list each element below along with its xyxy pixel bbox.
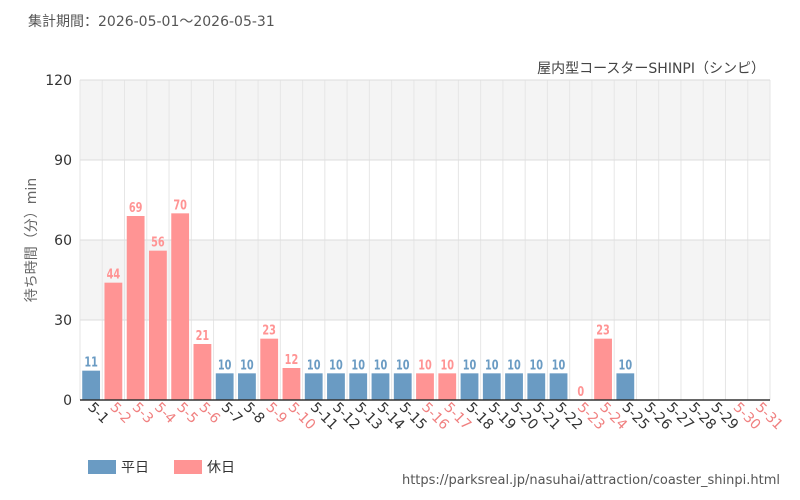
- x-tick-label: 5-2: [107, 400, 134, 427]
- bar: [171, 213, 190, 400]
- data-label: 10: [240, 357, 254, 373]
- bar: [416, 373, 434, 400]
- x-tick-label: 5-9: [262, 400, 289, 427]
- plot-band: [80, 160, 770, 240]
- data-label: 70: [173, 197, 187, 213]
- x-tick-label: 5-5: [173, 400, 200, 427]
- data-label: 12: [285, 352, 299, 368]
- legend-holiday: 休日: [174, 457, 235, 477]
- data-label: 10: [418, 357, 432, 373]
- data-label: 10: [218, 357, 232, 373]
- data-label: 69: [129, 200, 143, 216]
- bar: [482, 373, 501, 400]
- x-tick-label: 5-1: [84, 400, 111, 427]
- data-label: 10: [485, 357, 499, 373]
- bar: [193, 344, 212, 400]
- period-label: 集計期間：2026-05-01～2026-05-31: [28, 14, 275, 30]
- data-label: 0: [577, 384, 584, 400]
- x-tick-label: 5-8: [240, 400, 267, 427]
- data-label: 10: [329, 357, 343, 373]
- x-tick-label: 5-7: [218, 400, 245, 427]
- data-label: 10: [619, 357, 633, 373]
- wait-time-chart: 0306090120待ち時間（分）min屋内型コースターSHINPI（シンピ）1…: [24, 61, 786, 433]
- chart-title: 屋内型コースターSHINPI（シンピ）: [537, 61, 765, 77]
- x-tick-label: 5-4: [151, 400, 179, 428]
- bar: [215, 373, 234, 400]
- data-label: 10: [351, 357, 365, 373]
- data-label: 10: [374, 357, 388, 373]
- legend-weekday-label: 平日: [121, 460, 149, 476]
- x-tick-label: 5-3: [129, 400, 156, 427]
- bar: [527, 373, 546, 400]
- bar: [371, 373, 390, 400]
- bar: [460, 373, 479, 400]
- legend-weekday-swatch: [88, 460, 116, 474]
- bar: [549, 373, 568, 400]
- bar: [126, 216, 145, 400]
- y-tick-label: 120: [45, 73, 72, 89]
- bar: [82, 370, 101, 400]
- data-label: 23: [596, 322, 610, 338]
- bar: [327, 373, 345, 400]
- x-tick-label: 5-6: [196, 400, 224, 428]
- y-tick-label: 0: [63, 393, 72, 409]
- y-tick-label: 30: [54, 313, 72, 329]
- data-label: 56: [151, 234, 165, 250]
- bar: [505, 373, 523, 400]
- legend-weekday: 平日: [88, 457, 149, 477]
- data-label: 10: [440, 357, 454, 373]
- bar: [260, 338, 279, 400]
- bar: [393, 373, 412, 400]
- bar: [104, 282, 123, 400]
- legend-holiday-swatch: [174, 460, 202, 474]
- bar: [594, 338, 612, 400]
- bar: [438, 373, 457, 400]
- data-label: 10: [396, 357, 410, 373]
- data-label: 23: [262, 322, 276, 338]
- data-label: 10: [552, 357, 566, 373]
- plot-band: [80, 240, 770, 320]
- y-axis-title: 待ち時間（分）min: [24, 178, 40, 302]
- bar: [349, 373, 368, 400]
- source-url: https://parksreal.jp/nasuhai/attraction/…: [401, 473, 780, 488]
- data-label: 44: [107, 266, 121, 282]
- y-tick-label: 60: [54, 233, 72, 249]
- plot-band: [80, 80, 770, 160]
- data-label: 10: [307, 357, 321, 373]
- bar: [304, 373, 323, 400]
- data-label: 21: [196, 328, 210, 344]
- data-label: 10: [463, 357, 477, 373]
- bar: [238, 373, 256, 400]
- data-label: 10: [530, 357, 544, 373]
- data-label: 10: [507, 357, 521, 373]
- data-label: 11: [84, 354, 98, 370]
- bar: [616, 373, 635, 400]
- y-tick-label: 90: [54, 153, 72, 169]
- bar: [149, 250, 167, 400]
- bar: [282, 368, 301, 400]
- legend-holiday-label: 休日: [207, 460, 235, 476]
